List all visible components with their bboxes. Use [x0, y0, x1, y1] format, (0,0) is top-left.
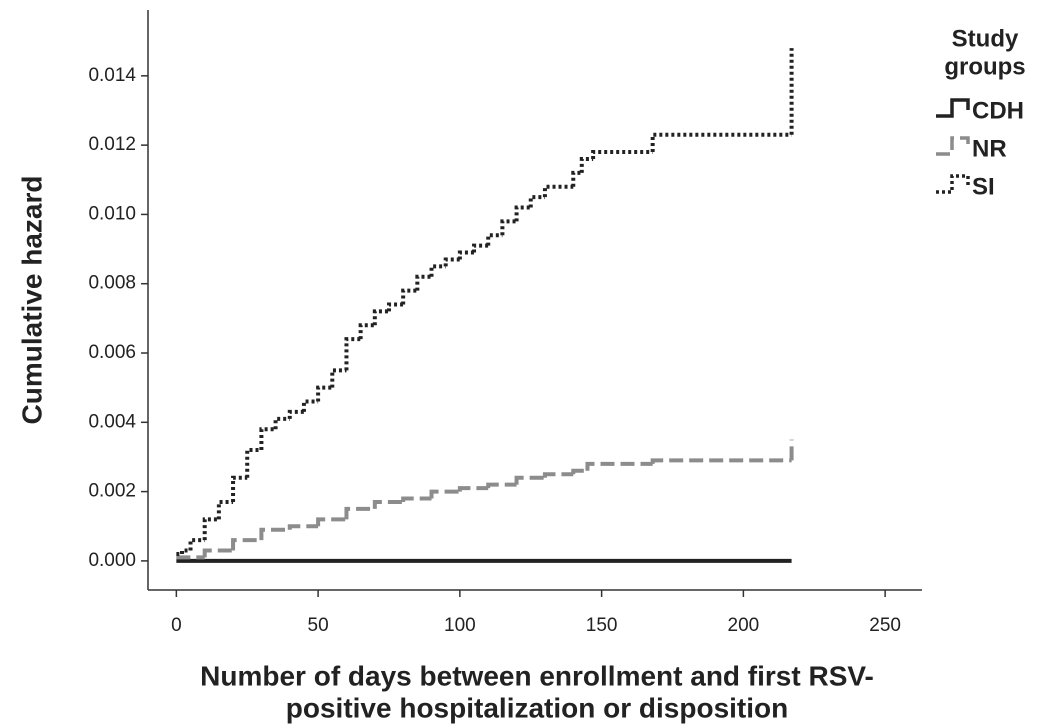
y-tick-label: 0.014: [88, 65, 136, 86]
step-segment: [401, 288, 418, 305]
legend-title: groups: [944, 53, 1025, 80]
step-segment: [330, 368, 347, 388]
y-tick-label: 0.010: [88, 203, 136, 224]
legend-label: SI: [972, 173, 995, 200]
step-segment: [429, 489, 460, 499]
step-segment: [344, 337, 361, 371]
x-tick-label: 150: [586, 615, 618, 636]
x-tick-label: 200: [728, 615, 760, 636]
legend-swatch: [936, 136, 970, 156]
step-segment: [287, 524, 319, 530]
step-segment: [316, 385, 333, 402]
step-segment: [301, 399, 319, 412]
step-segment: [180, 548, 191, 554]
step-segment: [358, 323, 375, 340]
step-segment: [372, 499, 404, 509]
y-tick-label: 0.002: [88, 481, 136, 502]
step-segment: [585, 461, 653, 471]
step-segment: [231, 538, 262, 551]
step-segment: [528, 195, 545, 208]
step-segment: [571, 170, 582, 187]
step-segment: [202, 517, 219, 541]
step-segment: [500, 219, 517, 236]
y-tick-label: 0.008: [88, 273, 136, 294]
step-segment: [316, 517, 347, 527]
step-segment: [386, 302, 404, 312]
x-axis-title: Number of days between enrollment and fi…: [200, 660, 874, 691]
step-segment: [273, 416, 290, 430]
legend-label: CDH: [972, 97, 1024, 124]
step-segment: [486, 482, 517, 489]
y-tick-label: 0.012: [88, 134, 136, 155]
step-segment: [571, 468, 588, 475]
step-segment: [245, 448, 262, 478]
x-tick-label: 50: [308, 615, 329, 636]
step-segment: [542, 184, 574, 198]
step-segment: [472, 243, 489, 253]
step-segment: [202, 548, 234, 558]
step-segment: [514, 475, 545, 485]
step-segment: [287, 409, 304, 419]
legend-swatch: [936, 174, 970, 194]
legend-swatch: [936, 98, 970, 118]
step-segment: [579, 156, 594, 173]
step-segment: [231, 475, 248, 502]
legend-title: Study: [952, 25, 1019, 52]
y-axis-title: Cumulative hazard: [16, 176, 47, 425]
legend-label: NR: [972, 135, 1007, 162]
step-segment: [259, 527, 290, 541]
step-segment: [188, 538, 205, 551]
step-segment: [401, 496, 432, 502]
step-segment: [486, 233, 503, 246]
step-segment: [344, 506, 375, 520]
x-tick-label: 100: [444, 615, 476, 636]
step-segment: [216, 499, 234, 520]
step-segment: [542, 472, 574, 478]
y-tick-label: 0.006: [88, 342, 136, 363]
step-segment: [457, 250, 475, 260]
step-segment: [429, 264, 446, 277]
y-tick-label: 0.004: [88, 411, 136, 432]
step-segment: [372, 309, 389, 326]
step-segment: [457, 486, 489, 492]
step-segment: [259, 427, 276, 451]
x-tick-label: 0: [171, 615, 182, 636]
x-tick-label: 250: [869, 615, 901, 636]
step-segment: [443, 257, 460, 267]
step-segment: [415, 274, 432, 291]
x-axis-title: positive hospitalization or disposition: [286, 692, 788, 723]
step-segment: [514, 205, 531, 222]
step-segment: [650, 458, 792, 464]
y-tick-label: 0.000: [88, 550, 136, 571]
step-segment: [650, 132, 792, 153]
step-segment: [591, 150, 653, 159]
